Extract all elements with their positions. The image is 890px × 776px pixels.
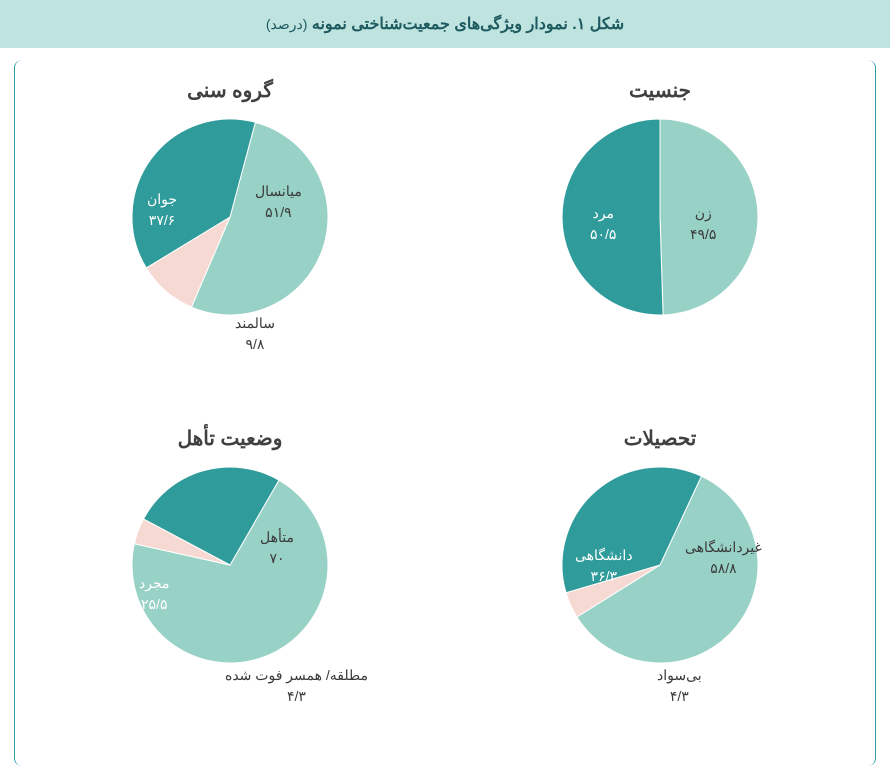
slice-label-value: ۲۵/۵: [139, 594, 170, 615]
slice-label: بی‌سواد۴/۳: [657, 665, 702, 707]
pie-chart: [535, 117, 785, 377]
slice-label-value: ۳۷/۶: [147, 210, 177, 231]
slice-label-name: بی‌سواد: [657, 665, 702, 686]
slice-label-name: مجرد: [139, 573, 170, 594]
pie-chart: [105, 117, 355, 377]
figure-title: شکل ۱. نمودار ویژگی‌های جمعیت‌شناختی نمو…: [312, 16, 624, 33]
slice-label-name: میانسال: [255, 181, 302, 202]
slice-label-value: ۵۸/۸: [685, 558, 762, 579]
charts-grid: جنسیت زن۴۹/۵ مرد۵۰/۵ گروه سنی میانسال۵۱/۹ سال…: [15, 70, 875, 766]
charts-frame: جنسیت زن۴۹/۵ مرد۵۰/۵ گروه سنی میانسال۵۱/۹ سال…: [14, 60, 876, 766]
figure-subtitle: (درصد): [266, 16, 308, 32]
pie-wrap: زن۴۹/۵ مرد۵۰/۵: [535, 117, 785, 377]
slice-label-value: ۵۱/۹: [255, 202, 302, 223]
slice-label-name: مرد: [590, 203, 616, 224]
slice-label-value: ۵۰/۵: [590, 224, 616, 245]
slice-label: دانشگاهی۳۶/۳: [575, 545, 633, 587]
slice-label: متأهل۷۰: [260, 527, 294, 569]
slice-label-name: غیردانشگاهی: [685, 537, 762, 558]
pie-wrap: متأهل۷۰مطلقه/ همسر فوت شده۴/۳مجرد۲۵/۵: [105, 465, 355, 725]
chart-title: وضعیت تأهل: [178, 426, 283, 451]
slice-label-value: ۴۹/۵: [690, 224, 716, 245]
chart-education: تحصیلات غیردانشگاهی۵۸/۸ بی‌سواد۴/۳ دانشگاهی…: [445, 418, 875, 766]
slice-label-value: ۴/۳: [225, 686, 368, 707]
slice-label: مرد۵۰/۵: [590, 203, 616, 245]
chart-age: گروه سنی میانسال۵۱/۹ سالمند۹/۸ جوان۳۷/۶: [15, 70, 445, 418]
slice-label: مطلقه/ همسر فوت شده۴/۳: [225, 665, 368, 707]
chart-marital: وضعیت تأهلمتأهل۷۰مطلقه/ همسر فوت شده۴/۳م…: [15, 418, 445, 766]
slice-label-value: ۴/۳: [657, 686, 702, 707]
slice-label-name: سالمند: [235, 313, 275, 334]
slice-label-value: ۳۶/۳: [575, 566, 633, 587]
chart-title: تحصیلات: [624, 426, 697, 451]
slice-label: زن۴۹/۵: [690, 203, 716, 245]
slice-label-value: ۷۰: [260, 548, 294, 569]
slice-label-name: جوان: [147, 189, 177, 210]
slice-label-value: ۹/۸: [235, 334, 275, 355]
slice-label: میانسال۵۱/۹: [255, 181, 302, 223]
slice-label-name: متأهل: [260, 527, 294, 548]
slice-label-name: مطلقه/ همسر فوت شده: [225, 665, 368, 686]
slice-label-name: دانشگاهی: [575, 545, 633, 566]
slice-label: غیردانشگاهی۵۸/۸: [685, 537, 762, 579]
chart-title: جنسیت: [629, 78, 691, 103]
slice-label-name: زن: [690, 203, 716, 224]
figure-header: شکل ۱. نمودار ویژگی‌های جمعیت‌شناختی نمو…: [0, 0, 890, 48]
slice-label: جوان۳۷/۶: [147, 189, 177, 231]
chart-title: گروه سنی: [187, 78, 273, 103]
pie-wrap: میانسال۵۱/۹ سالمند۹/۸ جوان۳۷/۶: [105, 117, 355, 377]
slice-label: مجرد۲۵/۵: [139, 573, 170, 615]
chart-gender: جنسیت زن۴۹/۵ مرد۵۰/۵: [445, 70, 875, 418]
pie-wrap: غیردانشگاهی۵۸/۸ بی‌سواد۴/۳ دانشگاهی۳۶/۳: [535, 465, 785, 725]
slice-label: سالمند۹/۸: [235, 313, 275, 355]
